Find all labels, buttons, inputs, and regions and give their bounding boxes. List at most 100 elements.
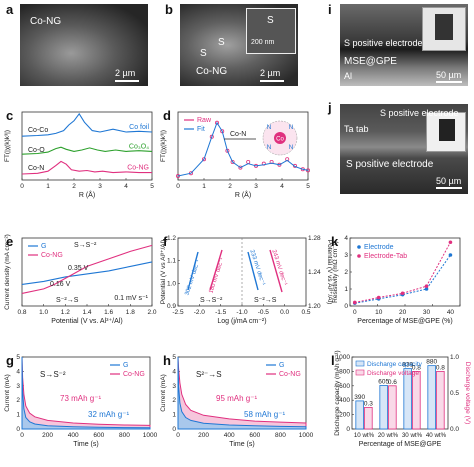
bar-capacity xyxy=(355,400,364,430)
x-tick-label-f: 0.5 xyxy=(301,309,310,316)
x-tick-label-d: 5 xyxy=(306,183,310,190)
x-tick-label-c: 1 xyxy=(46,183,50,190)
y-tick-label-g: 3 xyxy=(16,383,20,390)
series-line-fit xyxy=(177,121,309,177)
series-point-Electrode-Tab xyxy=(448,240,453,245)
annotation-reaction: S→S⁻² xyxy=(40,370,66,379)
plot-frame-d xyxy=(177,111,309,181)
x-tick-label-f: -2.0 xyxy=(194,309,206,316)
x-axis-label-g: Time (s) xyxy=(73,441,98,448)
series-line-Co foil xyxy=(21,112,153,137)
panel-label-i: i xyxy=(328,2,332,17)
legend-label-Electrode: Electrode xyxy=(364,244,394,251)
annotation-co-ng-capacity: 95 mAh g⁻¹ xyxy=(216,394,257,403)
sem-j-l2: Ta tab xyxy=(344,124,369,134)
y-tick-label-h: 3 xyxy=(172,383,176,390)
legend-label-Fit: Fit xyxy=(197,126,205,133)
bar-voltage xyxy=(364,406,373,430)
x-tick-label-e: 1.4 xyxy=(82,309,91,316)
y-axis-label-g: Current (mA) xyxy=(4,374,11,412)
series-point-Electrode-Tab xyxy=(352,300,357,305)
x-tick-label-f: -2.5 xyxy=(172,309,184,316)
panel-label-k: k xyxy=(331,234,339,249)
annotation-co-co: Co-Co xyxy=(28,127,48,134)
raw-point xyxy=(201,157,206,162)
annotation-s-to-s2: S→S⁻² xyxy=(200,297,223,304)
sem-image-b: S S Co-NG S 200 nm 2 µm xyxy=(180,4,298,86)
annotation-reaction: S²⁻→S xyxy=(196,370,222,379)
annotation-g-capacity: 32 mAh g⁻¹ xyxy=(88,410,129,419)
y-tick-label-k: 0 xyxy=(344,303,348,310)
sem-j-scalebar xyxy=(436,187,462,189)
bar-capacity xyxy=(379,385,388,430)
annotation-s2-to-s: S⁻²→S xyxy=(56,297,79,304)
y-tick-label-f: 1.0 xyxy=(167,280,176,287)
x-tick-label-k: 40 xyxy=(447,309,455,316)
raw-point xyxy=(238,165,243,170)
series-label-Co foil: Co foil xyxy=(129,124,149,131)
sem-a-label: Co-NG xyxy=(30,16,62,27)
annotation-co-o: Co-O xyxy=(28,147,45,154)
category-label: 10 wt% xyxy=(354,432,375,439)
sem-b-inset-s: S xyxy=(267,15,274,26)
tafel-line-0 xyxy=(187,251,199,291)
x-tick-label-g: 400 xyxy=(68,432,79,439)
annotation-g-capacity: 58 mAh g⁻¹ xyxy=(244,410,285,419)
y-tick-label-h: 2 xyxy=(172,397,176,404)
inset-co-atom xyxy=(274,132,286,144)
y2-axis-label-l: Discharge voltage (V) xyxy=(464,362,471,425)
x-tick-label-c: 2 xyxy=(72,183,76,190)
raw-point xyxy=(209,134,214,139)
tafel-slope-0: 302 mV dec⁻¹ xyxy=(184,259,201,296)
annotation-scan-rate: 0.1 mV s⁻¹ xyxy=(114,295,148,302)
raw-point xyxy=(292,163,297,168)
x-tick-label-c: 3 xyxy=(98,183,102,190)
y-tick-label-h: 1 xyxy=(172,412,176,419)
x-tick-label-d: 0 xyxy=(176,183,180,190)
legend-swatch-Electrode-Tab xyxy=(357,254,361,258)
x-tick-label-e: 1.6 xyxy=(104,309,113,316)
annotation-co-n: Co-N xyxy=(230,131,246,138)
category-label: 20 wt% xyxy=(378,432,399,439)
x-tick-label-e: 1.2 xyxy=(61,309,70,316)
raw-point xyxy=(230,159,235,164)
x-tick-label-h: 800 xyxy=(275,432,286,439)
x-tick-label-g: 1000 xyxy=(143,432,158,439)
series-point-Electrode-Tab xyxy=(376,295,381,300)
legend-label-Discharge voltage: Discharge voltage xyxy=(367,370,419,377)
y-tick-label-l: 1000 xyxy=(336,354,351,361)
legend-swatch-Electrode xyxy=(357,245,361,249)
y2-tick-label-l: 0.0 xyxy=(450,426,459,433)
bar-label-capacity: 880 xyxy=(426,359,437,366)
x-axis-label-h: Time (s) xyxy=(229,441,254,448)
x-tick-label-h: 1000 xyxy=(299,432,314,439)
x-tick-label-e: 1.0 xyxy=(39,309,48,316)
plot-frame-c xyxy=(21,111,153,181)
tafel-line-3 xyxy=(269,249,283,293)
x-tick-label-d: 2 xyxy=(228,183,232,190)
y-tick-label-k: 4 xyxy=(344,235,348,242)
bar-voltage xyxy=(436,370,445,430)
sem-j-l3: S positive electrode xyxy=(346,159,434,170)
x-tick-label-c: 0 xyxy=(20,183,24,190)
y-tick-label-k: 2 xyxy=(344,269,348,276)
sem-b-label: Co-NG xyxy=(196,66,228,77)
x-tick-label-k: 10 xyxy=(375,309,383,316)
y-tick-label-l: 400 xyxy=(339,397,350,404)
bar-label-capacity: 605 xyxy=(378,378,389,385)
y-tick-label-g: 1 xyxy=(16,412,20,419)
x-tick-label-h: 200 xyxy=(198,432,209,439)
y-tick-label-g: 4 xyxy=(16,368,20,375)
inset-n-label: N xyxy=(267,124,272,131)
area-Co-NG xyxy=(21,356,151,430)
sem-image-a: Co-NG 2 µm xyxy=(20,4,148,86)
annotation-co-ng-capacity: 73 mAh g⁻¹ xyxy=(60,394,101,403)
sem-i-scalebar xyxy=(436,81,462,83)
x-tick-label-g: 0 xyxy=(20,432,24,439)
tafel-line-2 xyxy=(247,251,259,291)
x-tick-label-h: 600 xyxy=(249,432,260,439)
panel-label-e: e xyxy=(6,234,13,249)
annotation-s2-to-s: S⁻²→S xyxy=(254,297,277,304)
tafel-line-1 xyxy=(209,249,223,291)
y-tick-label-l: 600 xyxy=(339,383,350,390)
